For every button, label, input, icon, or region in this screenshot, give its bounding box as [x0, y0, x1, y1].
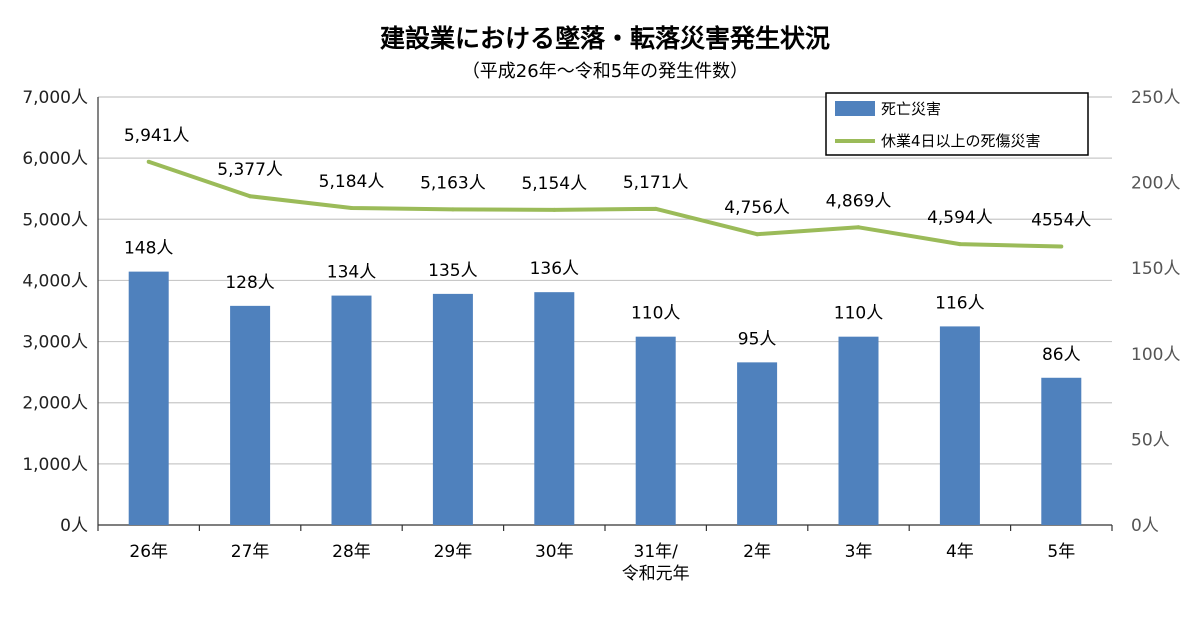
bar-data-label: 148人	[124, 239, 173, 259]
bar-fatal	[230, 305, 271, 525]
bar-fatal	[635, 336, 676, 525]
left-axis-tick-label: 5,000人	[22, 210, 88, 230]
category-label: 令和元年	[622, 564, 690, 584]
left-axis-tick-label: 6,000人	[22, 149, 88, 169]
line-data-label: 5,171人	[623, 173, 689, 193]
bar-data-label: 134人	[327, 263, 376, 283]
line-data-label: 4,869人	[826, 191, 892, 211]
bar-data-label: 86人	[1042, 345, 1081, 365]
line-point-injury	[653, 206, 658, 211]
bar-fatal	[838, 336, 879, 525]
bar-fatal	[939, 326, 980, 525]
right-axis-tick-label: 200人	[1131, 174, 1180, 194]
category-label: 5年	[1047, 542, 1075, 562]
category-label: 27年	[231, 542, 270, 562]
bar-data-label: 136人	[530, 259, 579, 279]
line-point-injury	[349, 206, 354, 211]
line-point-injury	[450, 207, 455, 212]
line-point-injury	[755, 232, 760, 237]
left-axis-tick-label: 0人	[60, 516, 88, 536]
line-point-injury	[248, 194, 253, 199]
category-label: 30年	[535, 542, 574, 562]
line-point-injury	[957, 242, 962, 247]
bar-data-label: 110人	[631, 304, 680, 324]
right-axis-tick-label: 100人	[1131, 345, 1180, 365]
line-data-label: 4,594人	[927, 208, 993, 228]
bar-data-label: 95人	[738, 329, 777, 349]
bar-fatal	[737, 362, 778, 525]
bar-data-label: 116人	[935, 293, 984, 313]
legend-label-injury: 休業4日以上の死傷災害	[881, 132, 1041, 150]
category-label: 3年	[845, 542, 873, 562]
line-data-label: 5,154人	[521, 174, 587, 194]
line-data-label: 5,941人	[124, 126, 190, 146]
line-data-label: 4554人	[1031, 211, 1091, 231]
axes: 0人 1,000人 2,000人 3,000人 4,000人 5,000人 6,000人 7,…	[22, 88, 1180, 584]
bar-data-label: 128人	[225, 273, 274, 293]
line-data-label: 5,163人	[420, 173, 486, 193]
line-data-label: 5,184人	[319, 172, 385, 192]
category-label: 26年	[129, 542, 168, 562]
line-point-injury	[1059, 244, 1064, 249]
category-label: 4年	[946, 542, 974, 562]
bar-data-label: 110人	[834, 304, 883, 324]
bar-fatal	[432, 293, 473, 525]
left-axis-tick-label: 3,000人	[22, 333, 88, 353]
right-axis-tick-label: 250人	[1131, 88, 1180, 108]
legend-swatch-bar	[835, 101, 875, 116]
category-label: 2年	[743, 542, 771, 562]
line-point-injury	[552, 207, 557, 212]
bar-fatal	[1041, 377, 1082, 525]
chart-title: 建設業における墜落・転落災害発生状況	[380, 24, 830, 53]
left-axis-tick-label: 1,000人	[22, 455, 88, 475]
line-data-label: 4,756人	[724, 198, 790, 218]
legend-label-fatal: 死亡災害	[881, 100, 941, 118]
bar-fatal	[128, 271, 169, 525]
line-data-label: 5,377人	[217, 160, 283, 180]
right-axis-tick-label: 50人	[1131, 430, 1170, 450]
chart-subtitle: （平成26年～令和5年の発生件数）	[462, 61, 748, 82]
category-label: 29年	[434, 542, 473, 562]
data-labels: 148人 128人 134人 135人 136人 110人 95人 110人 116人 86人 5,…	[124, 126, 1092, 365]
left-axis-tick-label: 2,000人	[22, 394, 88, 414]
bar-data-label: 135人	[428, 261, 477, 281]
right-axis-tick-label: 150人	[1131, 259, 1180, 279]
bar-fatal	[331, 295, 372, 525]
bar-series-fatal	[128, 271, 1082, 525]
left-axis-tick-label: 7,000人	[22, 88, 88, 108]
line-point-injury	[856, 225, 861, 230]
left-axis-tick-label: 4,000人	[22, 271, 88, 291]
legend: 死亡災害 休業4日以上の死傷災害	[825, 92, 1089, 156]
bar-fatal	[534, 292, 575, 525]
line-series-injury	[146, 159, 1064, 249]
line-point-injury	[146, 159, 151, 164]
category-label: 28年	[332, 542, 371, 562]
right-axis-tick-label: 0人	[1131, 516, 1159, 536]
line-injury	[148, 159, 1062, 249]
category-label: 31年/	[634, 542, 679, 562]
